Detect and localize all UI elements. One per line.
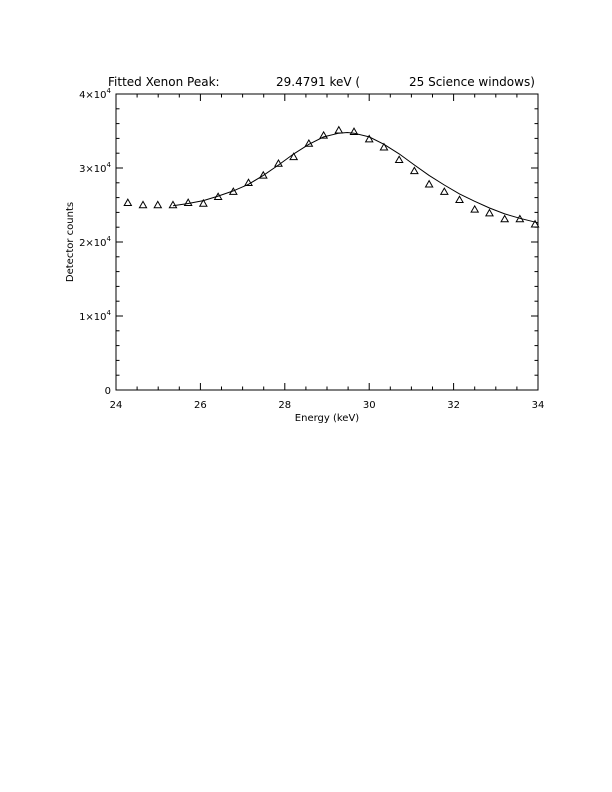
data-point-triangle	[409, 166, 419, 175]
tick-labels: 24 26 28 30 32 34 0 1×104 2×104 3×104 4×104	[79, 87, 544, 411]
data-point-triangle	[485, 208, 494, 217]
data-point-triangle	[364, 134, 374, 143]
data-point-triangle	[334, 125, 344, 134]
chart-title-left: Fitted Xenon Peak:	[108, 75, 220, 89]
data-point-triangle	[168, 200, 178, 209]
data-point-triangle	[379, 142, 389, 151]
y-axis-label: Detector counts	[65, 202, 76, 282]
y-tick-label: 0	[105, 386, 111, 397]
data-point-triangle	[530, 219, 540, 228]
data-point-triangle	[228, 187, 238, 195]
fit-curve	[172, 131, 539, 224]
data-point-triangle	[123, 198, 133, 206]
data-point-triangle	[470, 204, 480, 213]
y-tick-label: 4×104	[79, 87, 111, 101]
y-tick-label: 3×104	[79, 161, 111, 175]
data-point-triangle	[274, 158, 283, 167]
data-point-triangle	[455, 195, 464, 204]
x-tick-label: 32	[447, 400, 460, 411]
data-point-triangle	[349, 127, 359, 135]
data-point-triangle	[304, 138, 314, 147]
chart-title-right: 25 Science windows)	[409, 75, 535, 89]
y-tick-label: 2×104	[79, 235, 111, 249]
data-point-triangle	[198, 198, 208, 207]
data-point-triangle	[394, 155, 404, 164]
data-point-triangle	[138, 200, 148, 209]
data-point-triangle	[244, 178, 253, 186]
data-point-triangle	[183, 198, 193, 206]
x-tick-label: 28	[278, 400, 291, 411]
data-point-triangle	[319, 130, 329, 139]
x-tick-label: 34	[532, 400, 545, 411]
data-markers	[123, 125, 540, 228]
x-tick-label: 24	[110, 400, 123, 411]
data-point-triangle	[515, 214, 525, 223]
chart-title-value: 29.4791 keV (	[276, 75, 360, 89]
data-point-triangle	[439, 187, 449, 195]
data-point-triangle	[213, 192, 223, 201]
data-point-triangle	[289, 152, 299, 161]
data-point-triangle	[258, 170, 268, 179]
data-point-triangle	[153, 200, 163, 209]
data-point-triangle	[424, 179, 434, 188]
x-axis-label: Energy (keV)	[295, 413, 360, 424]
x-tick-label: 26	[194, 400, 207, 411]
axis-ticks	[115, 93, 539, 391]
data-point-triangle	[500, 214, 510, 223]
x-tick-label: 30	[363, 400, 376, 411]
y-tick-label: 1×104	[79, 309, 111, 323]
